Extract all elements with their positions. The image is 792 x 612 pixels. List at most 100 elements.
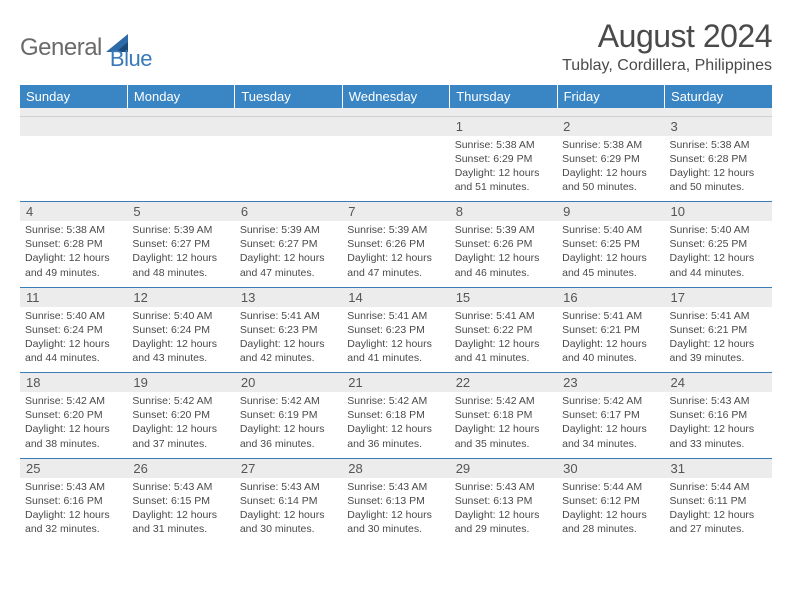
sunset-line: Sunset: 6:29 PM xyxy=(562,152,659,166)
day-number-cell xyxy=(20,116,127,136)
sunrise-line: Sunrise: 5:39 AM xyxy=(240,223,337,237)
weekday-header: Thursday xyxy=(450,85,557,108)
day-body-cell: Sunrise: 5:44 AMSunset: 6:12 PMDaylight:… xyxy=(557,478,664,544)
day-body-cell: Sunrise: 5:41 AMSunset: 6:22 PMDaylight:… xyxy=(450,307,557,373)
daylight-line: Daylight: 12 hours and 50 minutes. xyxy=(670,166,767,194)
day-body-cell: Sunrise: 5:43 AMSunset: 6:16 PMDaylight:… xyxy=(665,392,772,458)
brand-part1: General xyxy=(20,34,102,62)
day-number-cell: 14 xyxy=(342,287,449,307)
sunset-line: Sunset: 6:23 PM xyxy=(240,323,337,337)
day-number-cell: 15 xyxy=(450,287,557,307)
daylight-line: Daylight: 12 hours and 30 minutes. xyxy=(347,508,444,536)
sunset-line: Sunset: 6:27 PM xyxy=(132,237,229,251)
day-number-cell: 9 xyxy=(557,202,664,222)
sunrise-line: Sunrise: 5:40 AM xyxy=(25,309,122,323)
sunset-line: Sunset: 6:29 PM xyxy=(455,152,552,166)
daylight-line: Daylight: 12 hours and 39 minutes. xyxy=(670,337,767,365)
sunrise-line: Sunrise: 5:39 AM xyxy=(455,223,552,237)
weekday-header: Sunday xyxy=(20,85,127,108)
header: General Blue August 2024 Tublay, Cordill… xyxy=(20,18,772,75)
daylight-line: Daylight: 12 hours and 44 minutes. xyxy=(25,337,122,365)
daylight-line: Daylight: 12 hours and 46 minutes. xyxy=(455,251,552,279)
sunset-line: Sunset: 6:17 PM xyxy=(562,408,659,422)
sunrise-line: Sunrise: 5:42 AM xyxy=(455,394,552,408)
sunrise-line: Sunrise: 5:41 AM xyxy=(347,309,444,323)
sunrise-line: Sunrise: 5:41 AM xyxy=(670,309,767,323)
day-number-cell: 21 xyxy=(342,373,449,393)
day-number-cell: 20 xyxy=(235,373,342,393)
sunset-line: Sunset: 6:25 PM xyxy=(562,237,659,251)
daylight-line: Daylight: 12 hours and 41 minutes. xyxy=(455,337,552,365)
sunset-line: Sunset: 6:28 PM xyxy=(670,152,767,166)
daylight-line: Daylight: 12 hours and 33 minutes. xyxy=(670,422,767,450)
day-number-cell: 5 xyxy=(127,202,234,222)
sunset-line: Sunset: 6:21 PM xyxy=(562,323,659,337)
daylight-line: Daylight: 12 hours and 36 minutes. xyxy=(240,422,337,450)
sunset-line: Sunset: 6:22 PM xyxy=(455,323,552,337)
day-number-cell: 8 xyxy=(450,202,557,222)
daylight-line: Daylight: 12 hours and 34 minutes. xyxy=(562,422,659,450)
daylight-line: Daylight: 12 hours and 31 minutes. xyxy=(132,508,229,536)
brand-logo: General Blue xyxy=(20,24,152,72)
sunrise-line: Sunrise: 5:42 AM xyxy=(347,394,444,408)
weekday-header: Friday xyxy=(557,85,664,108)
day-body-cell: Sunrise: 5:40 AMSunset: 6:25 PMDaylight:… xyxy=(557,221,664,287)
day-number-cell: 28 xyxy=(342,458,449,478)
sunrise-line: Sunrise: 5:39 AM xyxy=(132,223,229,237)
sunrise-line: Sunrise: 5:43 AM xyxy=(347,480,444,494)
day-number-cell xyxy=(342,116,449,136)
daylight-line: Daylight: 12 hours and 51 minutes. xyxy=(455,166,552,194)
daylight-line: Daylight: 12 hours and 47 minutes. xyxy=(240,251,337,279)
day-body-cell: Sunrise: 5:41 AMSunset: 6:23 PMDaylight:… xyxy=(235,307,342,373)
sunrise-line: Sunrise: 5:43 AM xyxy=(240,480,337,494)
day-body-cell: Sunrise: 5:44 AMSunset: 6:11 PMDaylight:… xyxy=(665,478,772,544)
day-number-cell: 10 xyxy=(665,202,772,222)
day-body-cell: Sunrise: 5:42 AMSunset: 6:17 PMDaylight:… xyxy=(557,392,664,458)
weekday-header: Wednesday xyxy=(342,85,449,108)
day-number-cell: 27 xyxy=(235,458,342,478)
day-number-cell xyxy=(127,116,234,136)
daylight-line: Daylight: 12 hours and 40 minutes. xyxy=(562,337,659,365)
sunrise-line: Sunrise: 5:42 AM xyxy=(562,394,659,408)
sunrise-line: Sunrise: 5:41 AM xyxy=(455,309,552,323)
sunset-line: Sunset: 6:16 PM xyxy=(670,408,767,422)
sunset-line: Sunset: 6:26 PM xyxy=(347,237,444,251)
sunrise-line: Sunrise: 5:43 AM xyxy=(132,480,229,494)
day-body-cell: Sunrise: 5:40 AMSunset: 6:24 PMDaylight:… xyxy=(127,307,234,373)
day-number-cell: 29 xyxy=(450,458,557,478)
sunrise-line: Sunrise: 5:43 AM xyxy=(455,480,552,494)
day-body-row: Sunrise: 5:42 AMSunset: 6:20 PMDaylight:… xyxy=(20,392,772,458)
day-body-cell: Sunrise: 5:42 AMSunset: 6:20 PMDaylight:… xyxy=(127,392,234,458)
sunrise-line: Sunrise: 5:38 AM xyxy=(25,223,122,237)
daylight-line: Daylight: 12 hours and 28 minutes. xyxy=(562,508,659,536)
day-body-cell: Sunrise: 5:42 AMSunset: 6:18 PMDaylight:… xyxy=(450,392,557,458)
sunrise-line: Sunrise: 5:41 AM xyxy=(240,309,337,323)
day-number-cell: 3 xyxy=(665,116,772,136)
sunrise-line: Sunrise: 5:39 AM xyxy=(347,223,444,237)
day-body-cell: Sunrise: 5:43 AMSunset: 6:16 PMDaylight:… xyxy=(20,478,127,544)
day-number-cell: 11 xyxy=(20,287,127,307)
sunrise-line: Sunrise: 5:40 AM xyxy=(132,309,229,323)
sunset-line: Sunset: 6:25 PM xyxy=(670,237,767,251)
day-number-cell: 12 xyxy=(127,287,234,307)
day-body-row: Sunrise: 5:40 AMSunset: 6:24 PMDaylight:… xyxy=(20,307,772,373)
day-body-cell xyxy=(235,136,342,202)
daylight-line: Daylight: 12 hours and 48 minutes. xyxy=(132,251,229,279)
sunset-line: Sunset: 6:14 PM xyxy=(240,494,337,508)
sunrise-line: Sunrise: 5:42 AM xyxy=(25,394,122,408)
title-block: August 2024 Tublay, Cordillera, Philippi… xyxy=(562,18,772,75)
daylight-line: Daylight: 12 hours and 37 minutes. xyxy=(132,422,229,450)
weekday-header: Tuesday xyxy=(235,85,342,108)
day-body-cell: Sunrise: 5:38 AMSunset: 6:29 PMDaylight:… xyxy=(557,136,664,202)
sunset-line: Sunset: 6:21 PM xyxy=(670,323,767,337)
day-body-cell: Sunrise: 5:43 AMSunset: 6:13 PMDaylight:… xyxy=(450,478,557,544)
day-body-cell xyxy=(342,136,449,202)
sunset-line: Sunset: 6:27 PM xyxy=(240,237,337,251)
day-body-row: Sunrise: 5:38 AMSunset: 6:29 PMDaylight:… xyxy=(20,136,772,202)
day-body-cell: Sunrise: 5:38 AMSunset: 6:28 PMDaylight:… xyxy=(665,136,772,202)
sunrise-line: Sunrise: 5:44 AM xyxy=(670,480,767,494)
sunrise-line: Sunrise: 5:40 AM xyxy=(562,223,659,237)
daylight-line: Daylight: 12 hours and 45 minutes. xyxy=(562,251,659,279)
daylight-line: Daylight: 12 hours and 29 minutes. xyxy=(455,508,552,536)
sunset-line: Sunset: 6:12 PM xyxy=(562,494,659,508)
